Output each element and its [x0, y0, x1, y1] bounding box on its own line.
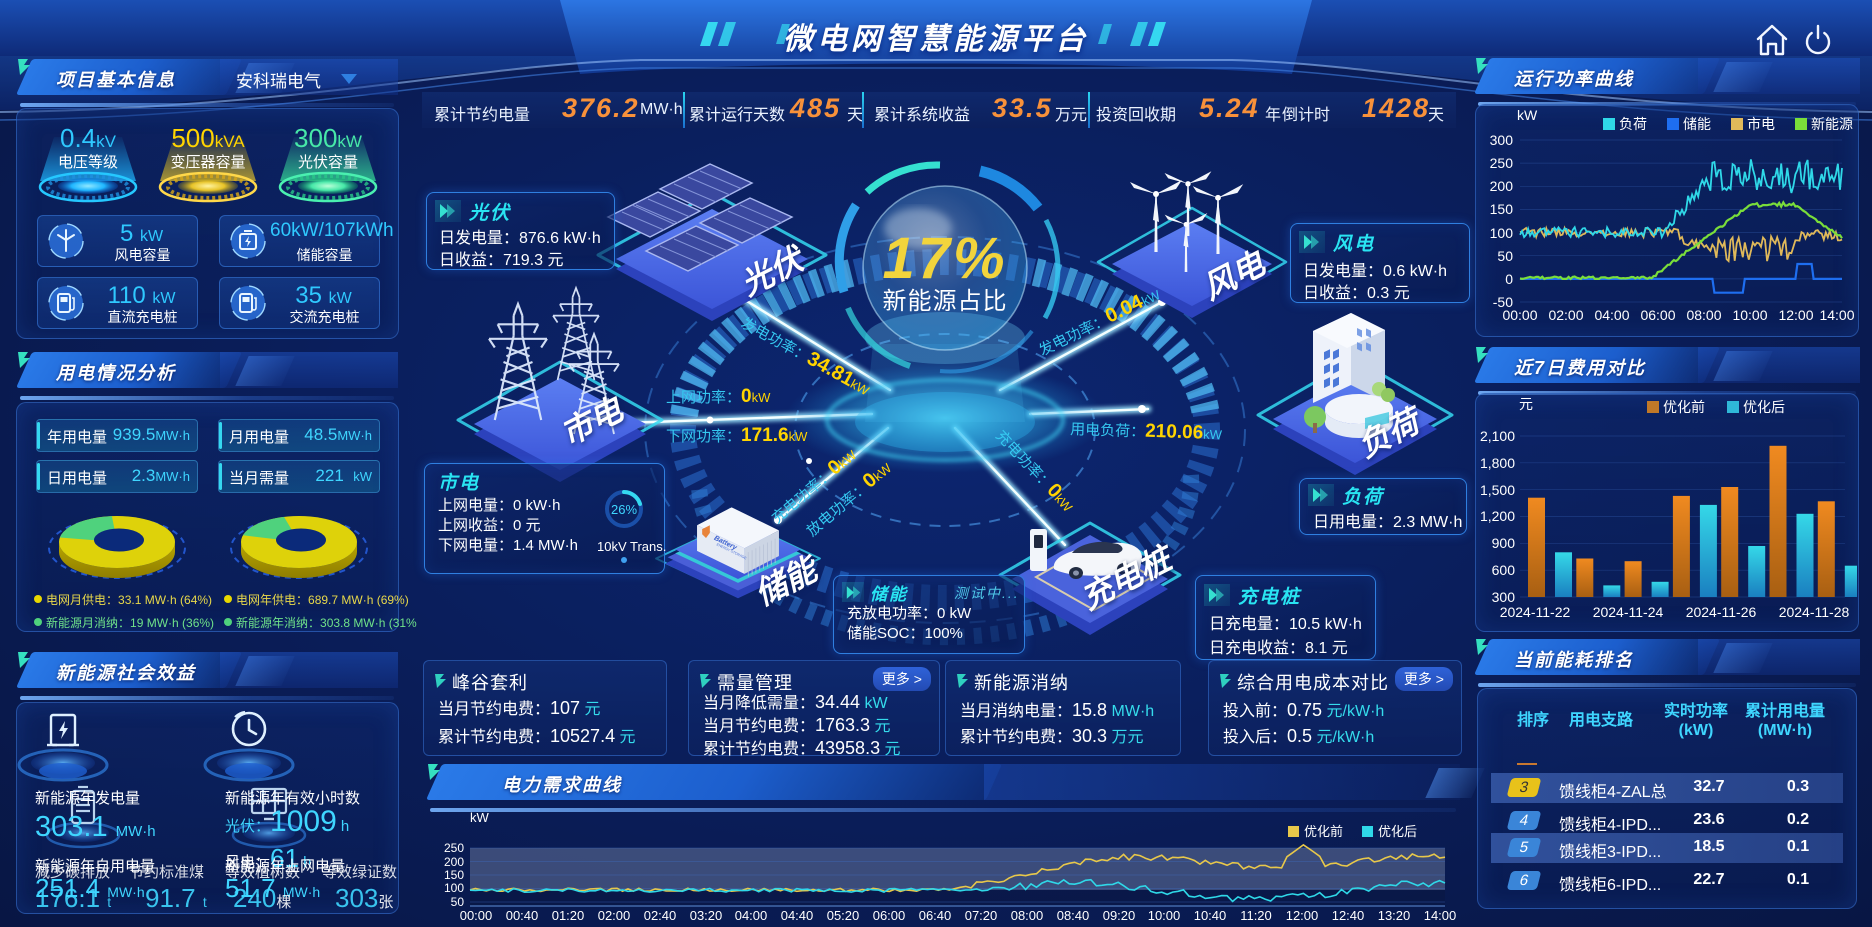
svg-text:2,100: 2,100	[1480, 428, 1515, 444]
svg-text:04:00: 04:00	[735, 908, 768, 923]
svg-text:50: 50	[451, 895, 465, 909]
svg-text:250: 250	[444, 841, 464, 855]
svg-text:优化前: 优化前	[1304, 824, 1343, 839]
svg-text:02:00: 02:00	[598, 908, 631, 923]
svg-text:300: 300	[1490, 132, 1514, 148]
svg-text:100: 100	[444, 881, 464, 895]
svg-text:07:20: 07:20	[965, 908, 998, 923]
svg-text:2024-11-28: 2024-11-28	[1779, 604, 1850, 620]
svg-text:10:00: 10:00	[1732, 307, 1767, 323]
svg-text:04:00: 04:00	[1594, 307, 1629, 323]
svg-text:02:00: 02:00	[1548, 307, 1583, 323]
svg-text:08:00: 08:00	[1686, 307, 1721, 323]
svg-text:新能源: 新能源	[1811, 116, 1853, 132]
svg-text:2024-11-22: 2024-11-22	[1500, 604, 1571, 620]
svg-text:10:40: 10:40	[1194, 908, 1227, 923]
svg-text:09:20: 09:20	[1103, 908, 1136, 923]
svg-text:06:40: 06:40	[919, 908, 952, 923]
svg-text:50: 50	[1497, 248, 1513, 264]
svg-text:00:40: 00:40	[506, 908, 539, 923]
svg-text:05:20: 05:20	[827, 908, 860, 923]
svg-text:1,500: 1,500	[1480, 482, 1515, 498]
svg-text:充电功率：0kW: 充电功率：0kW	[766, 443, 861, 528]
svg-text:2024-11-24: 2024-11-24	[1593, 604, 1664, 620]
svg-text:04:40: 04:40	[781, 908, 814, 923]
svg-text:600: 600	[1492, 562, 1516, 578]
svg-text:优化后: 优化后	[1743, 399, 1785, 415]
svg-text:200: 200	[444, 855, 464, 869]
svg-text:200: 200	[1490, 178, 1514, 194]
svg-text:17%: 17%	[882, 226, 1007, 291]
svg-text:100: 100	[1490, 225, 1514, 241]
svg-text:kW: kW	[470, 810, 490, 825]
svg-text:11:20: 11:20	[1240, 908, 1272, 923]
svg-text:负荷: 负荷	[1619, 116, 1647, 132]
svg-text:-50: -50	[1493, 294, 1513, 310]
svg-text:06:00: 06:00	[873, 908, 906, 923]
svg-text:市电: 市电	[1747, 116, 1775, 132]
svg-text:储能: 储能	[1683, 116, 1711, 132]
svg-text:150: 150	[444, 868, 464, 882]
svg-text:12:00: 12:00	[1286, 908, 1319, 923]
svg-text:10:00: 10:00	[1148, 908, 1181, 923]
svg-text:下网功率：171.6kW: 下网功率：171.6kW	[666, 425, 808, 446]
svg-text:kW: kW	[1517, 107, 1538, 123]
svg-text:优化前: 优化前	[1663, 399, 1705, 415]
svg-text:14:00: 14:00	[1424, 908, 1457, 923]
svg-text:150: 150	[1490, 201, 1514, 217]
svg-text:1,800: 1,800	[1480, 455, 1515, 471]
svg-text:00:00: 00:00	[1502, 307, 1537, 323]
svg-text:12:40: 12:40	[1332, 908, 1365, 923]
svg-text:08:00: 08:00	[1011, 908, 1044, 923]
svg-text:06:00: 06:00	[1640, 307, 1675, 323]
svg-text:13:20: 13:20	[1378, 908, 1411, 923]
svg-text:上网功率：0kW: 上网功率：0kW	[666, 386, 771, 407]
svg-text:900: 900	[1492, 535, 1516, 551]
svg-text:08:40: 08:40	[1057, 908, 1090, 923]
svg-text:元: 元	[1519, 396, 1533, 412]
svg-text:26%: 26%	[611, 502, 637, 517]
svg-text:01:20: 01:20	[552, 908, 585, 923]
svg-text:02:40: 02:40	[644, 908, 677, 923]
svg-text:00:00: 00:00	[460, 908, 493, 923]
svg-text:放电功率：0kW: 放电功率：0kW	[801, 456, 896, 541]
svg-text:250: 250	[1490, 155, 1514, 171]
svg-text:2024-11-26: 2024-11-26	[1686, 604, 1757, 620]
svg-text:用电负荷：210.06kW: 用电负荷：210.06kW	[1070, 418, 1223, 444]
svg-text:12:00: 12:00	[1778, 307, 1813, 323]
svg-text:1,200: 1,200	[1480, 508, 1515, 524]
svg-text:03:20: 03:20	[690, 908, 723, 923]
svg-text:14:00: 14:00	[1819, 307, 1854, 323]
svg-text:优化后: 优化后	[1378, 824, 1417, 839]
svg-text:300: 300	[1492, 589, 1516, 605]
svg-text:0: 0	[1505, 271, 1513, 287]
svg-text:新能源占比: 新能源占比	[883, 288, 1008, 315]
